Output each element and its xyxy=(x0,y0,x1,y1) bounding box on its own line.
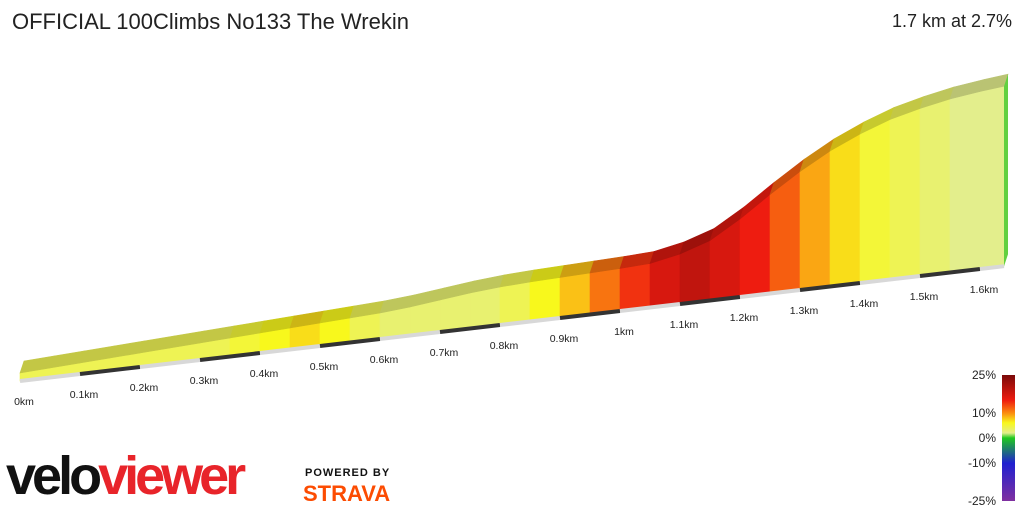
x-tick-label: 1.3km xyxy=(790,305,819,317)
x-tick-label: 1.1km xyxy=(670,319,699,331)
x-tick-label: 0.7km xyxy=(430,347,459,359)
profile-segment xyxy=(529,277,561,322)
baseline-segment xyxy=(559,309,621,320)
profile-end-cap xyxy=(1004,74,1008,267)
x-tick-label: 0.5km xyxy=(310,361,339,373)
x-tick-label: 1km xyxy=(614,326,634,338)
scale-label: 0% xyxy=(979,431,997,445)
baseline-segment xyxy=(79,365,141,376)
x-tick-label: 0.9km xyxy=(550,333,579,345)
baseline-segment xyxy=(199,351,261,362)
baseline-segment xyxy=(739,288,801,299)
gradient-color-scale: 25% 10% 0% -10% -25% xyxy=(968,368,1015,508)
distance-axis: 0km 0.1km 0.2km 0.3km 0.4km 0.5km 0.6km 0.7km 0.… xyxy=(14,264,1005,408)
profile-segment xyxy=(889,108,921,280)
baseline-segment xyxy=(679,295,741,306)
x-tick-label: 0.4km xyxy=(250,368,279,380)
profile-top-layer xyxy=(19,73,1009,374)
scale-label: -25% xyxy=(968,494,996,508)
gradient-scale-bar xyxy=(1002,375,1015,501)
chart-title: OFFICIAL 100Climbs No133 The Wrekin xyxy=(12,9,409,34)
baseline-segment xyxy=(799,281,861,292)
profile-segment xyxy=(829,133,861,287)
climb-summary: 1.7 km at 2.7% xyxy=(891,11,1012,31)
baseline-segment xyxy=(139,358,201,369)
x-tick-label: 1.2km xyxy=(730,312,759,324)
profile-segment xyxy=(499,281,531,326)
profile-segment xyxy=(559,272,591,319)
baseline-segment xyxy=(919,267,981,278)
profile-segment xyxy=(979,85,1005,270)
profile-segment xyxy=(919,98,951,277)
x-tick-label: 0km xyxy=(14,396,34,408)
baseline-segment xyxy=(619,302,681,313)
profile-segment xyxy=(949,91,981,273)
x-tick-label: 0.6km xyxy=(370,354,399,366)
scale-label: 25% xyxy=(972,368,996,382)
baseline-segment xyxy=(439,323,501,334)
x-tick-label: 1.5km xyxy=(910,291,939,303)
baseline-segment xyxy=(979,264,1005,271)
baseline-segment xyxy=(319,337,381,348)
scale-label: -10% xyxy=(968,456,996,470)
baseline-segment xyxy=(499,316,561,327)
x-tick-label: 0.1km xyxy=(70,389,99,401)
profile-segment xyxy=(589,268,621,315)
x-tick-label: 0.8km xyxy=(490,340,519,352)
x-tick-label: 0.3km xyxy=(190,375,219,387)
profile-side-layer xyxy=(19,85,1005,382)
profile-segment xyxy=(799,150,831,291)
x-tick-label: 1.6km xyxy=(970,284,999,296)
scale-label: 10% xyxy=(972,406,996,420)
profile-segment xyxy=(619,263,651,312)
x-tick-label: 0.2km xyxy=(130,382,159,394)
powered-by-label: POWERED BY xyxy=(305,467,391,479)
x-tick-label: 1.4km xyxy=(850,298,879,310)
strava-logo: STRAVA xyxy=(303,481,391,506)
baseline-segment xyxy=(19,372,81,383)
baseline-segment xyxy=(859,274,921,285)
profile-segment xyxy=(859,119,891,284)
baseline-segment xyxy=(379,330,441,341)
veloviewer-logo: veloviewer xyxy=(6,446,246,506)
baseline-segment xyxy=(259,344,321,355)
profile-segment xyxy=(469,286,501,329)
